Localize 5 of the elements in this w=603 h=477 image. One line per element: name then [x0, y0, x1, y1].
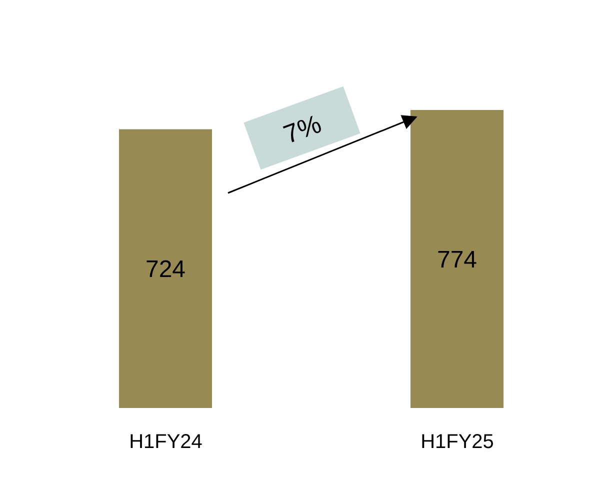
annotation: 7%	[280, 108, 326, 150]
data-label: 724	[145, 256, 186, 284]
data-label: 774	[436, 246, 478, 274]
x-tick-label: H1FY24	[129, 431, 202, 454]
x-tick-label: H1FY25	[420, 431, 494, 454]
